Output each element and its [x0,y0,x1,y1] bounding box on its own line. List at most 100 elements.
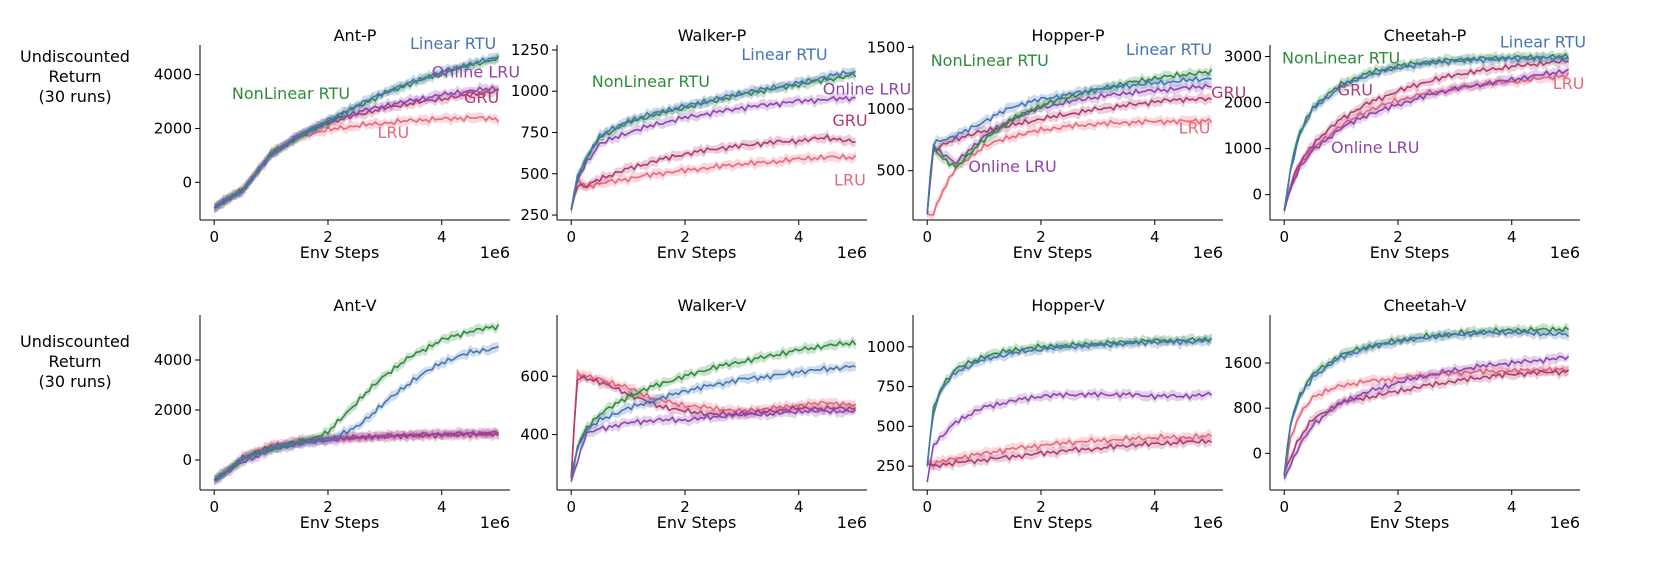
x-axis-label: Env Steps [300,513,380,532]
chart-hopper-v: Hopper-V 250 500 750 1000 0 2 4 Env Steps 1e6 [867,296,1223,532]
series-lru [570,150,857,214]
y-tick-label: 1600 [1224,354,1262,372]
series-label-gru: GRU [832,111,867,130]
x-axis-label: Env Steps [657,513,737,532]
ylabel-line-3: (30 runs) [38,87,111,106]
series-band [214,319,499,484]
chart-ant-p: Ant-P Linear RTU NonLinear RTU Online LRU GR… [154,26,520,262]
series-band [927,429,1212,472]
x-axis-label: Env Steps [1370,243,1450,262]
ylabel-line-2: Return [48,352,101,371]
series-online-lru [1283,65,1570,216]
series-label-linear-rtu: Linear RTU [741,45,827,64]
series-linear-rtu [213,52,499,213]
series-band [214,426,499,484]
series-label-gru: GRU [464,88,499,107]
series-lru [927,429,1213,472]
series-lru [926,114,1213,220]
y-tick-label: 4000 [154,351,192,369]
chart-title: Cheetah-V [1384,296,1467,315]
ylabel-line-1: Undiscounted [20,47,130,66]
x-axis-multiplier: 1e6 [1550,513,1580,532]
series-label-lru: LRU [1553,74,1585,93]
x-axis-label: Env Steps [657,243,737,262]
series-line [1283,369,1570,474]
y-tick-label: 1000 [867,338,905,356]
x-tick-label: 0 [922,228,932,246]
y-tick-label: 750 [876,378,905,396]
series-band [214,427,499,485]
y-tick-label: 1250 [511,41,549,59]
series-band [1284,65,1569,216]
series-band [214,50,499,212]
x-axis-multiplier: 1e6 [1550,243,1580,262]
series-band [571,130,856,216]
chart-title: Ant-V [333,296,376,315]
series-label-nonlinear-rtu: NonLinear RTU [592,72,710,91]
series-gru [1283,54,1569,216]
series-line [1283,68,1570,211]
series-online-lru [1283,351,1570,484]
series-label-gru: GRU [1338,81,1373,100]
y-tick-label: 0 [182,451,192,469]
series-line [213,56,499,209]
series-linear-rtu [926,72,1212,219]
y-tick-label: 1000 [867,100,905,118]
series-line [926,337,1213,467]
chart-title: Cheetah-P [1384,26,1467,45]
series-label-linear-rtu: Linear RTU [1500,32,1586,51]
series-linear-rtu [570,360,856,484]
x-tick-label: 0 [566,498,576,516]
series-line [1283,55,1569,211]
series-band [571,68,856,214]
chart-title: Walker-P [678,26,747,45]
series-linear-rtu [1283,51,1569,216]
x-tick-label: 2 [680,228,690,246]
series-band [571,403,856,487]
series-line [926,437,1212,469]
series-line [213,345,499,481]
x-axis-label: Env Steps [1013,243,1093,262]
series-nonlinear-rtu [926,64,1213,218]
y-tick-label: 1000 [1224,140,1262,158]
series-line [1283,355,1570,480]
x-tick-label: 4 [1507,228,1517,246]
series-band [1284,322,1569,480]
series-line [926,96,1212,214]
y-tick-label: 2000 [1224,94,1262,112]
y-tick-label: 2000 [154,401,192,419]
x-tick-label: 0 [209,228,219,246]
series-line [926,118,1213,216]
series-label-linear-rtu: Linear RTU [1126,40,1212,59]
y-tick-label: 250 [876,457,905,475]
series-line [570,133,856,211]
x-tick-label: 0 [922,498,932,516]
series-linear-rtu [213,341,499,485]
chart-title: Hopper-P [1032,26,1105,45]
series-label-online-lru: Online LRU [968,157,1056,176]
chart-ant-v: Ant-V 0 2000 4000 0 2 4 Env Steps 1e6 [154,296,510,532]
x-tick-label: 4 [437,228,447,246]
series-online-lru [570,403,857,487]
x-tick-label: 4 [794,498,804,516]
series-band [1284,67,1569,214]
ylabel-line-1: Undiscounted [20,332,130,351]
series-band [1284,325,1569,481]
series-band [214,426,499,486]
chart-hopper-p: Hopper-P Linear RTU NonLinear RTU Online LR… [867,26,1246,262]
y-tick-label: 2000 [154,119,192,137]
series-label-nonlinear-rtu: NonLinear RTU [232,84,350,103]
series-line [570,407,857,482]
series-line [926,391,1213,483]
x-axis-multiplier: 1e6 [480,513,510,532]
x-axis-multiplier: 1e6 [1193,243,1223,262]
series-line [570,95,856,211]
y-tick-label: 1500 [867,38,905,56]
series-online-lru [570,91,856,216]
series-linear-rtu [926,333,1213,471]
series-gru [570,372,856,484]
series-linear-rtu [1283,325,1570,481]
x-tick-label: 2 [680,498,690,516]
series-gru [926,92,1212,219]
series-band [927,80,1212,219]
